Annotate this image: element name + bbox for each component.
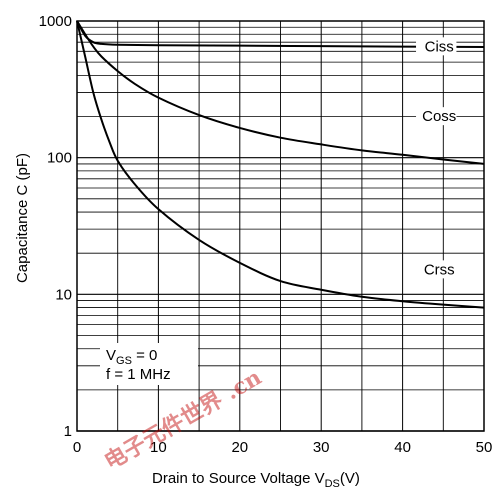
x-tick-labels: 0 10 20 30 40 50 xyxy=(73,439,493,456)
conditions-box xyxy=(100,343,198,385)
y-axis-label: Capacitance C (pF) xyxy=(14,153,31,283)
y-tick-label: 1000 xyxy=(39,13,72,30)
x-tick-label: 50 xyxy=(476,439,493,456)
x-tick-label: 0 xyxy=(73,439,81,456)
series-line-coss xyxy=(76,20,485,165)
x-tick-label: 20 xyxy=(231,439,248,456)
series-label-bg xyxy=(416,37,457,56)
x-tick-label: 30 xyxy=(313,439,330,456)
series-line-crss xyxy=(76,20,485,309)
condition-frequency: f = 1 MHz xyxy=(106,366,171,383)
series-label-crss: Crss xyxy=(424,261,455,278)
series-lines xyxy=(76,20,485,309)
plot-frame xyxy=(76,20,485,432)
series-labels: Ciss Coss Crss xyxy=(416,37,457,279)
series-label-ciss: Ciss xyxy=(425,38,454,55)
y-tick-label: 100 xyxy=(47,150,72,167)
y-tick-label: 10 xyxy=(55,286,72,303)
series-line-ciss xyxy=(76,20,485,49)
y-tick-label: 1 xyxy=(64,423,72,440)
y-tick-labels: 1 10 100 1000 xyxy=(39,13,72,440)
series-label-bg xyxy=(416,260,457,279)
x-tick-label: 10 xyxy=(150,439,167,456)
x-tick-label: 40 xyxy=(394,439,411,456)
x-axis-label: Drain to Source Voltage VDS(V) xyxy=(152,470,360,490)
series-label-coss: Coss xyxy=(422,108,456,125)
condition-vgs: VGS = 0 xyxy=(106,347,157,367)
series-label-bg xyxy=(416,107,457,126)
